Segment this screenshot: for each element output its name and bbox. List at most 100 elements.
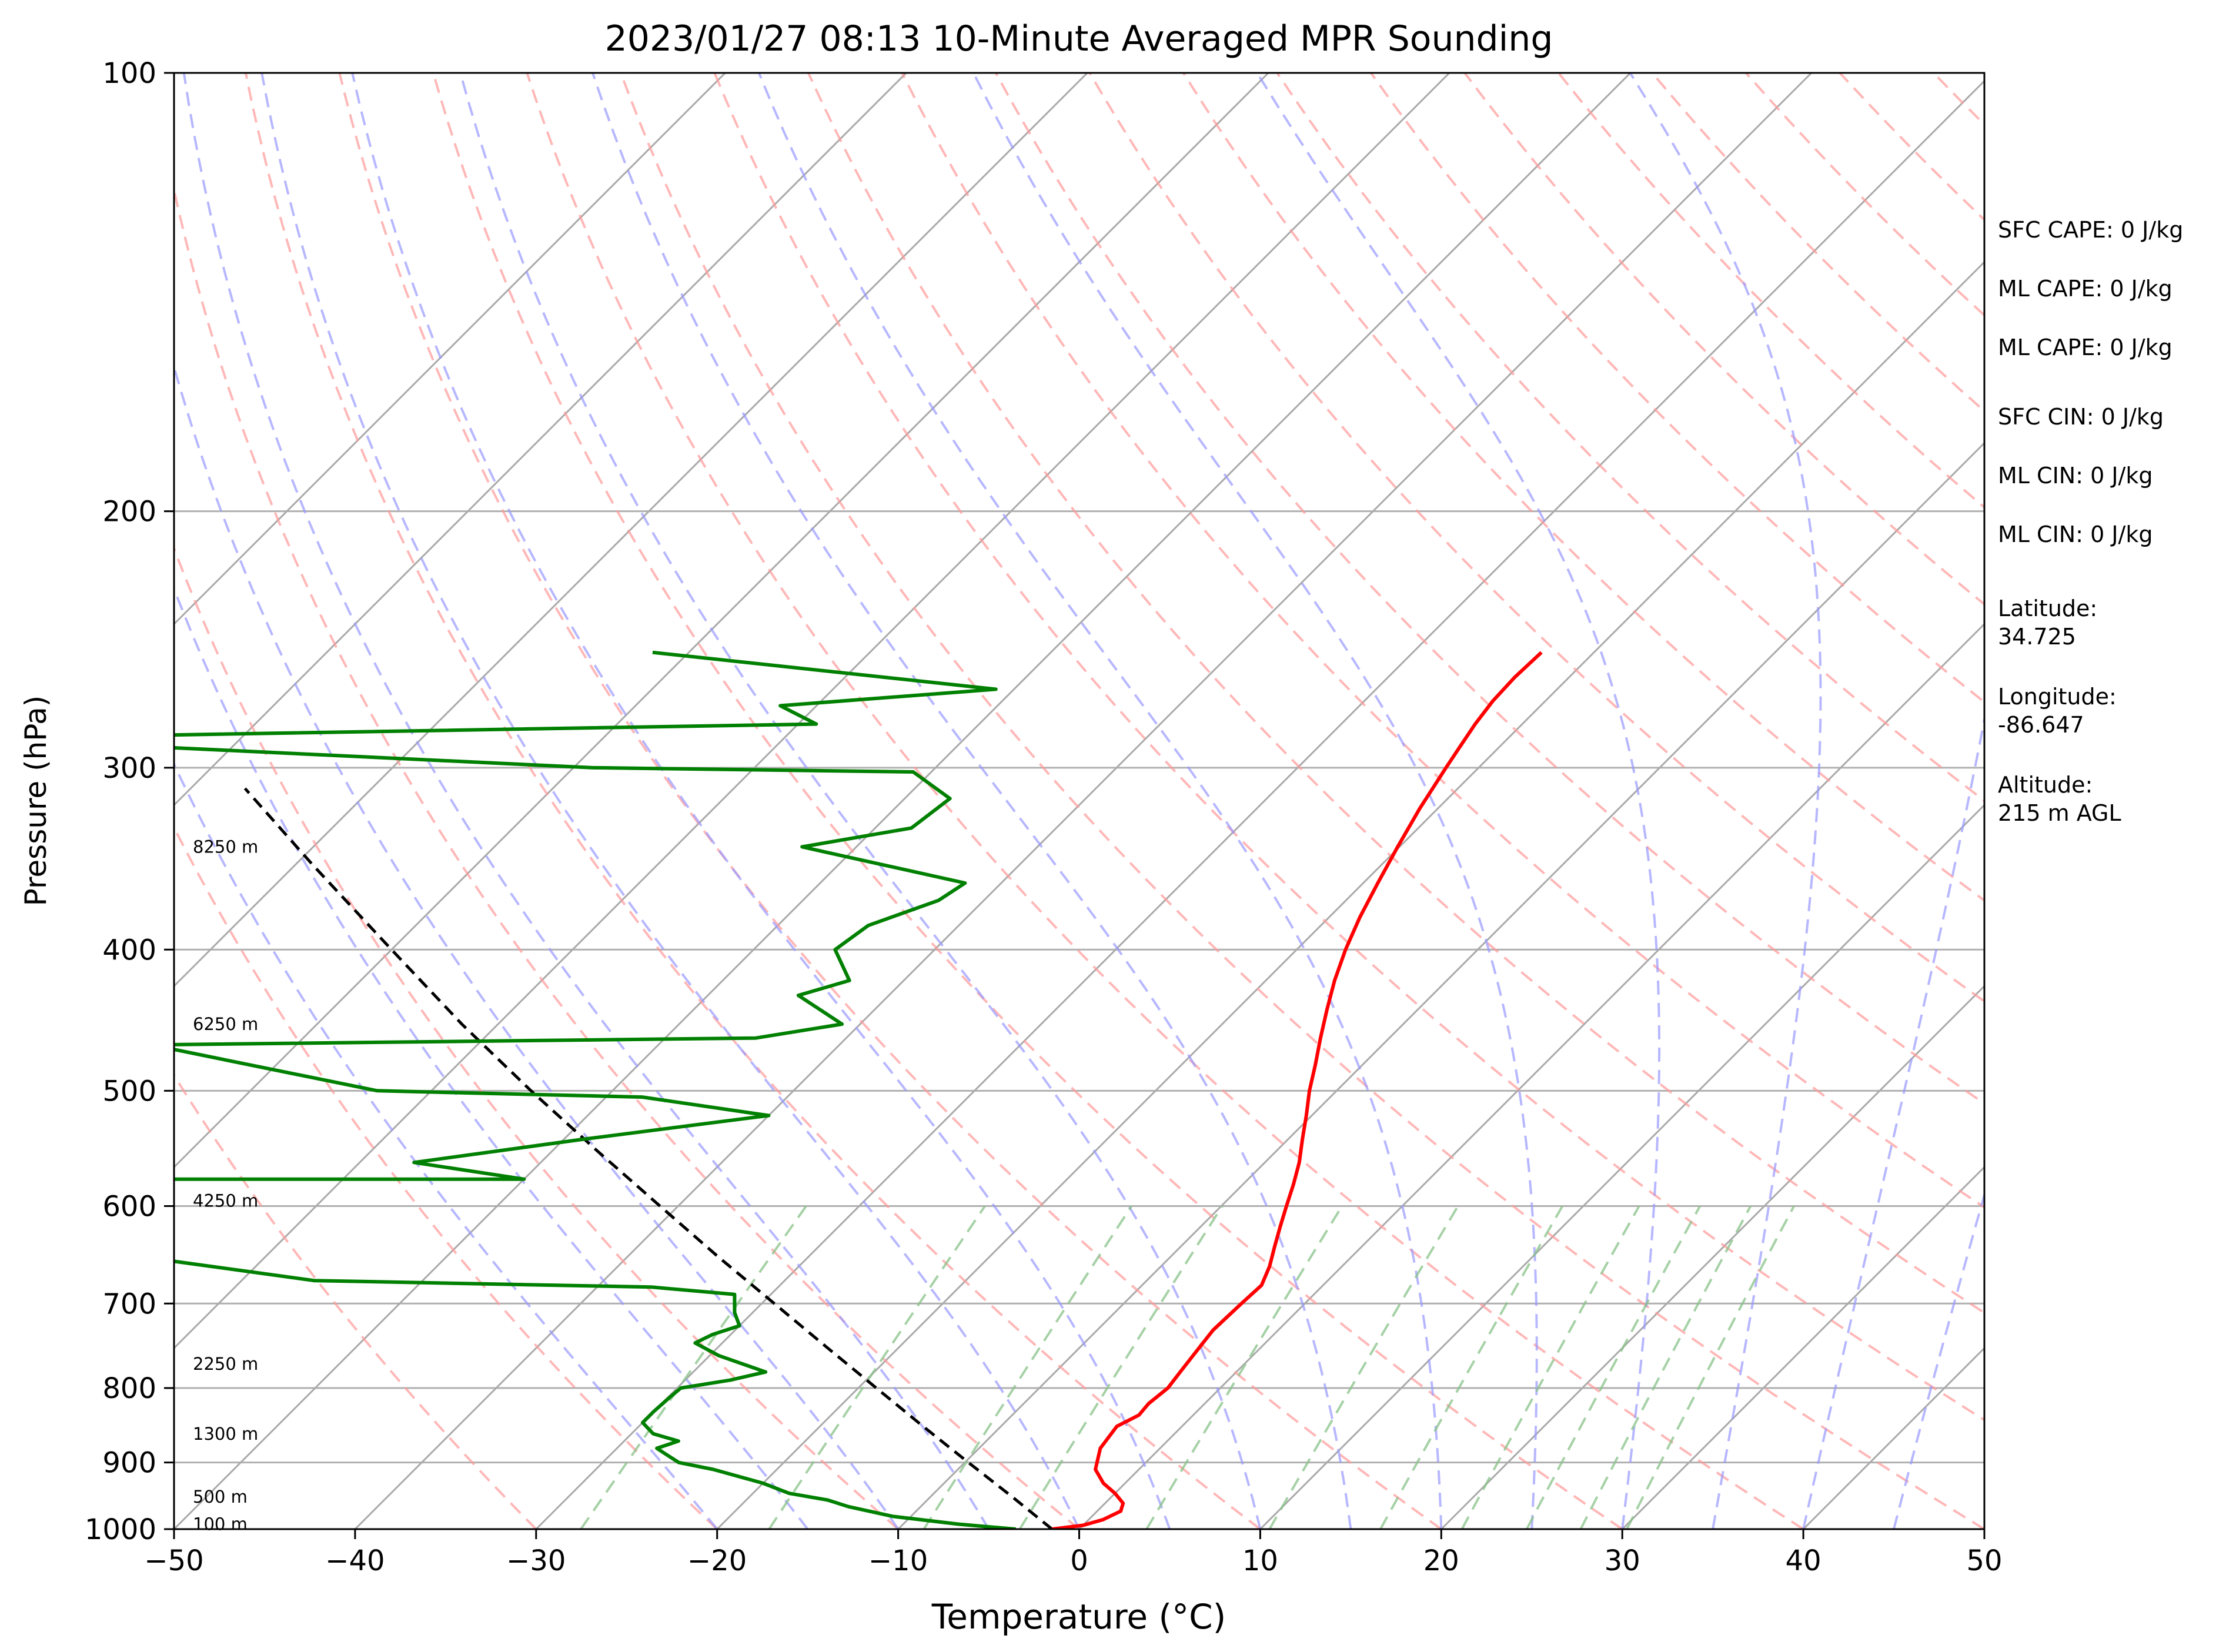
mixing-ratio-line <box>1145 1205 1343 1529</box>
stat-annotation: Latitude: 34.725 <box>1998 596 2097 650</box>
dry-adiabat-line <box>1088 73 1984 1003</box>
mixing-ratio-line <box>1379 1205 1564 1529</box>
dry-adiabat-line <box>174 1073 537 1529</box>
x-tick-label: 20 <box>1423 1544 1459 1577</box>
y-tick-label: 300 <box>102 752 156 785</box>
x-axis-ticks: −50 −40 −30 −20 −10 0 10 20 30 40 50 <box>144 1529 2003 1577</box>
x-axis-label: Temperature (°C) <box>931 1597 1226 1637</box>
height-label: 6250 m <box>193 1014 258 1034</box>
dry-adiabat-line <box>619 73 1984 1529</box>
dry-adiabat-line <box>432 73 1623 1529</box>
dry-adiabat-line <box>1557 73 1984 509</box>
isotherm-line <box>174 73 726 626</box>
height-label: 1300 m <box>193 1424 258 1444</box>
stat-annotation: ML CIN: 0 J/kg <box>1998 521 2153 547</box>
stat-annotation: ML CIN: 0 J/kg <box>1998 463 2153 489</box>
dry-adiabat-line <box>174 184 1080 1529</box>
y-tick-label: 800 <box>102 1372 156 1405</box>
dry-adiabat-line <box>1370 73 1984 704</box>
sounding-traces <box>174 650 1543 1529</box>
y-tick-label: 700 <box>102 1288 156 1320</box>
moist-adiabat-line <box>260 73 1081 1529</box>
x-tick-label: −30 <box>506 1544 566 1577</box>
x-tick-label: 30 <box>1605 1544 1640 1577</box>
stat-annotation: SFC CIN: 0 J/kg <box>1998 404 2164 430</box>
height-labels: 100 m 500 m 1300 m 2250 m 4250 m 6250 m 8250 m <box>193 837 258 1534</box>
mixing-ratio-line <box>1525 1205 1702 1529</box>
stat-annotation: Longitude: -86.647 <box>1998 684 2117 738</box>
stat-annotation: ML CAPE: 0 J/kg <box>1998 276 2172 302</box>
stat-annotation: SFC CAPE: 0 J/kg <box>1998 217 2183 243</box>
moist-adiabat-line <box>757 73 1443 1529</box>
height-label: 100 m <box>193 1514 248 1534</box>
chart-title: 2023/01/27 08:13 10-Minute Averaged MPR … <box>605 18 1553 59</box>
y-tick-label: 400 <box>102 934 156 967</box>
y-tick-label: 600 <box>102 1190 156 1223</box>
y-tick-label: 200 <box>102 496 156 529</box>
y-tick-label: 900 <box>102 1447 156 1480</box>
moist-adiabat-line <box>351 73 1171 1529</box>
isotherm-line <box>174 73 1269 1169</box>
isotherm-line <box>1078 623 1984 1529</box>
moist-adiabat-line <box>1802 713 1984 1529</box>
mixing-ratio-lines <box>580 1205 1795 1529</box>
dry-adiabat-line <box>338 73 1442 1529</box>
stat-annotation: ML CAPE: 0 J/kg <box>1998 335 2172 360</box>
x-tick-label: −20 <box>687 1544 747 1577</box>
moist-adiabat-line <box>182 73 990 1529</box>
dry-adiabat-line <box>174 825 718 1529</box>
mixing-ratio-line <box>768 1205 986 1529</box>
x-tick-label: 50 <box>1966 1544 2002 1577</box>
x-tick-label: 0 <box>1070 1544 1088 1577</box>
dry-adiabat-line <box>244 73 1261 1529</box>
x-tick-label: −50 <box>144 1544 203 1577</box>
isotherm-line <box>535 79 1984 1529</box>
y-tick-label: 500 <box>102 1075 156 1108</box>
isotherm-line <box>174 73 907 807</box>
x-tick-label: 10 <box>1242 1544 1278 1577</box>
dry-adiabat-line <box>807 73 1984 1315</box>
dry-adiabat-line <box>1276 73 1984 802</box>
y-axis-ticks: 100 200 300 400 500 600 700 800 900 1000 <box>85 57 174 1546</box>
height-label: 2250 m <box>193 1354 258 1374</box>
background-lines <box>174 73 1984 1529</box>
mixing-ratio-line <box>1018 1205 1224 1529</box>
isotherm-line <box>1622 1166 1984 1529</box>
isotherm-line <box>716 260 1984 1529</box>
y-tick-label: 1000 <box>85 1513 156 1546</box>
x-tick-label: −10 <box>868 1544 928 1577</box>
mixing-ratio-line <box>923 1205 1133 1529</box>
y-axis-label: Pressure (hPa) <box>19 695 53 907</box>
stat-annotation: Altitude: 215 m AGL <box>1998 772 2121 826</box>
isotherm-line <box>174 73 1632 1529</box>
dry-adiabat-line <box>1182 73 1984 902</box>
isobar-grid <box>174 510 1984 1464</box>
dry-adiabat-line <box>1463 73 1984 606</box>
isotherm-line <box>174 73 1450 1350</box>
moist-adiabat-line <box>1629 73 1822 1529</box>
x-tick-label: 40 <box>1786 1544 1821 1577</box>
mixing-ratio-line <box>1626 1205 1795 1529</box>
sounding-stats-panel: SFC CAPE: 0 J/kg ML CAPE: 0 J/kg ML CAPE: … <box>1998 217 2183 826</box>
moist-adiabat-line <box>459 73 1262 1529</box>
isotherm-line <box>174 73 1088 988</box>
height-label: 500 m <box>193 1487 248 1507</box>
dewpoint-line <box>174 650 1016 1529</box>
height-label: 8250 m <box>193 837 258 857</box>
dry-adiabat-line <box>713 73 1984 1422</box>
isotherm-lines <box>174 73 1984 1529</box>
mixing-ratio-line <box>1268 1205 1459 1529</box>
dry-adiabat-line <box>995 73 1984 1105</box>
moist-adiabat-line <box>972 73 1538 1529</box>
dry-adiabat-line <box>1651 73 1984 413</box>
isotherm-line <box>1259 804 1984 1529</box>
moist-adiabat-line <box>174 761 718 1529</box>
isotherm-line <box>1440 985 1984 1529</box>
temperature-line <box>1051 651 1543 1529</box>
mixing-ratio-line <box>1460 1205 1640 1529</box>
y-tick-label: 100 <box>102 57 156 90</box>
mixing-ratio-line <box>1579 1205 1752 1529</box>
height-label: 4250 m <box>193 1190 258 1210</box>
x-tick-label: −40 <box>325 1544 385 1577</box>
